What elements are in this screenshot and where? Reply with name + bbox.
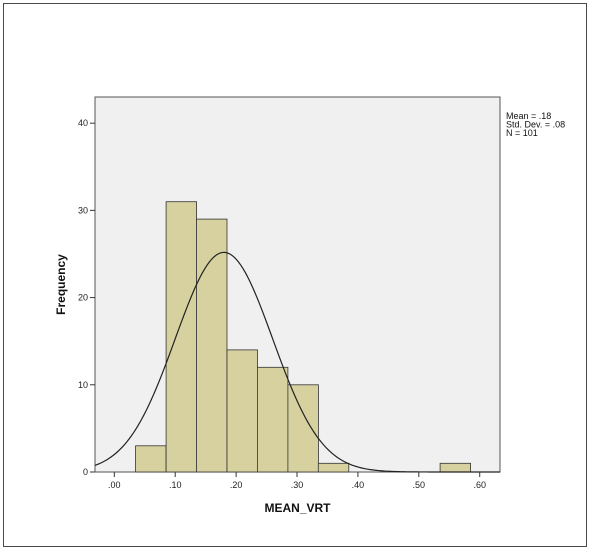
y-tick-label-4: 40 [78, 118, 88, 128]
histogram-bar-7 [439, 462, 472, 473]
histogram-bar-2 [196, 218, 228, 473]
x-tick-label-1: .10 [169, 480, 182, 490]
x-axis-title: MEAN_VRT [264, 501, 331, 515]
stats-line-1: Std. Dev. = .08 [506, 120, 565, 130]
stats-line-2: N = 101 [506, 128, 538, 138]
normal-curve [94, 251, 500, 473]
histogram-bar-1 [165, 201, 198, 473]
x-tick-label-3: .30 [291, 480, 304, 490]
y-tick-label-2: 20 [78, 293, 88, 303]
x-tick-label-0: .00 [108, 480, 121, 490]
y-tick-label-1: 10 [78, 380, 88, 390]
x-tick-label-4: .40 [352, 480, 365, 490]
x-axis: .00 .10 .20 .30 .40 .50 .60 [108, 472, 486, 490]
y-tick-label-0: 0 [83, 467, 88, 477]
histogram-bar-3 [226, 349, 258, 473]
histogram-bar-4 [256, 366, 289, 473]
histogram-bar-5 [287, 384, 319, 473]
histogram-bar-0 [135, 445, 167, 473]
stats-line-0: Mean = .18 [506, 111, 551, 121]
y-axis: 0 10 20 30 40 [78, 118, 95, 477]
x-tick-label-5: .50 [413, 480, 426, 490]
x-tick-label-2: .20 [230, 480, 243, 490]
y-tick-label-3: 30 [78, 205, 88, 215]
histogram-bars [135, 201, 472, 473]
histogram-bar-6 [317, 462, 350, 473]
x-tick-label-6: .60 [473, 480, 486, 490]
y-axis-title: Frequency [54, 254, 68, 315]
